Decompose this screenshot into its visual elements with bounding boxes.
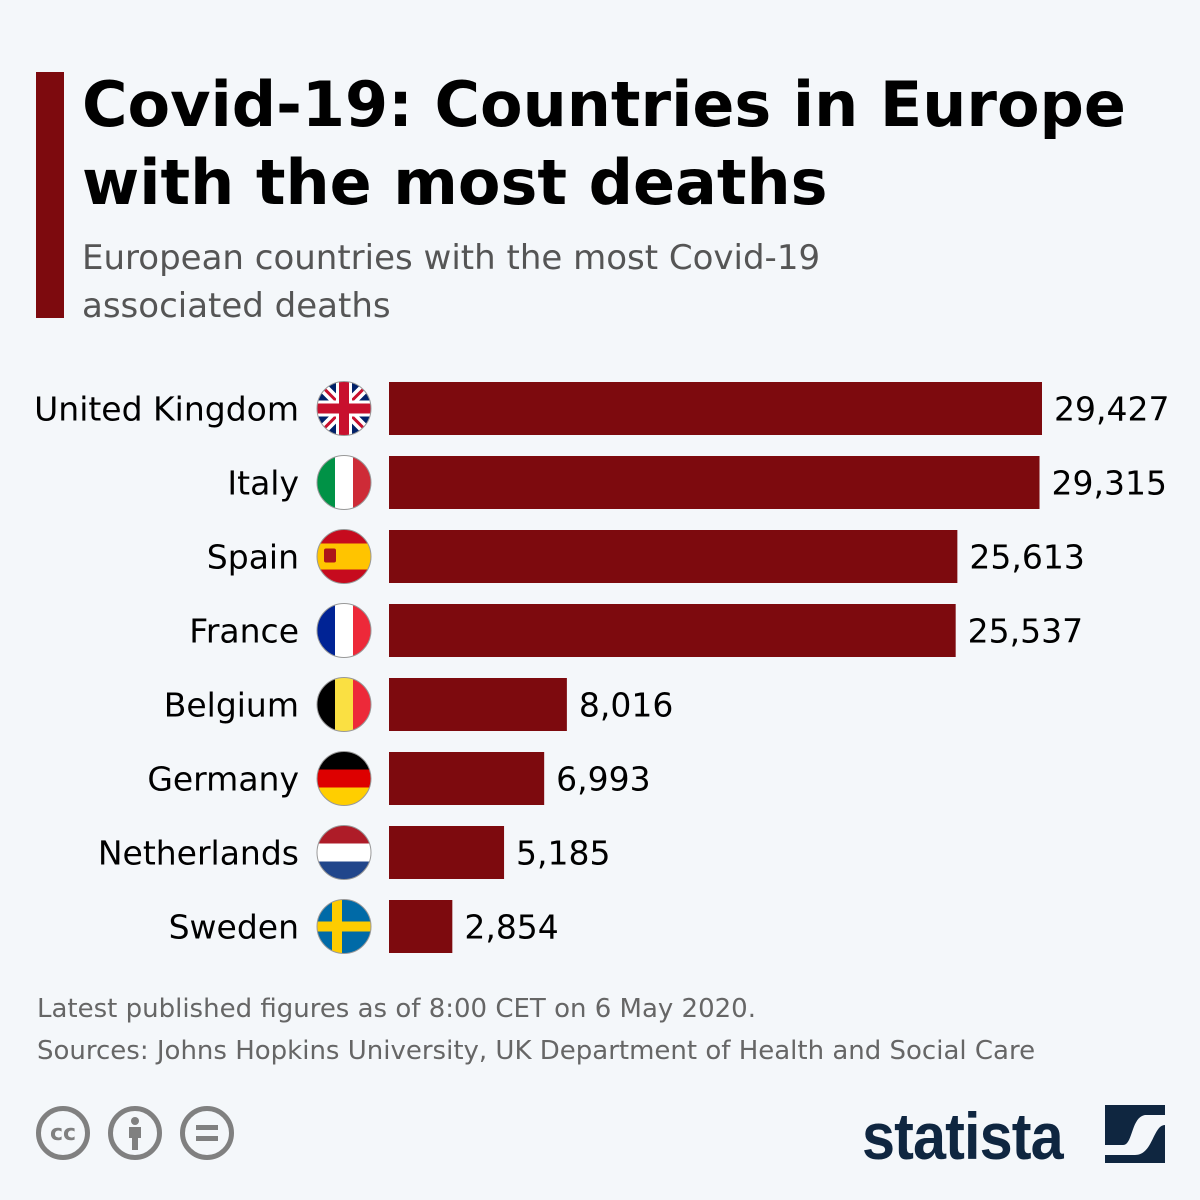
value-label: 6,993 [556,760,650,799]
bar [389,604,956,657]
sweden-flag-icon [316,899,372,954]
bar [389,752,545,805]
bar [389,382,1042,435]
category-label: United Kingdom [34,390,299,429]
statista-logo-icon [1105,1105,1165,1163]
category-label: France [189,612,299,651]
category-label: Sweden [169,908,299,947]
value-label: 2,854 [464,908,558,947]
category-label: Spain [207,538,299,577]
germany-flag-icon [316,751,372,806]
sources: Sources: Johns Hopkins University, UK De… [37,1036,1036,1066]
netherlands-flag-icon [316,825,372,880]
value-label: 29,315 [1052,464,1167,503]
category-label: Germany [147,760,299,799]
attribution-icon [108,1106,162,1160]
creative-commons-icon: cc [36,1106,90,1160]
category-label: Netherlands [98,834,299,873]
bar-chart: United Kingdom 29,427 Italy 29,315 Spain 25,6… [34,381,1169,954]
value-label: 8,016 [579,686,673,725]
value-label: 5,185 [516,834,610,873]
chart-subtitle: European countries with the most Covid-1… [82,238,821,326]
bar [389,456,1040,509]
bar [389,826,505,879]
belgium-flag-icon [316,677,372,732]
value-label: 25,537 [968,612,1083,651]
value-label: 25,613 [969,538,1084,577]
bar [389,900,453,953]
spain-flag-icon [316,529,372,584]
statista-logo[interactable]: statista [862,1099,1064,1173]
uk-flag-icon [316,381,372,436]
cc-text: cc [49,1120,77,1146]
category-label: Italy [227,464,299,503]
france-flag-icon [316,603,372,658]
title-accent-bar [36,72,64,318]
footnote: Latest published figures as of 8:00 CET … [37,994,756,1024]
value-label: 29,427 [1054,390,1169,429]
italy-flag-icon [316,455,372,510]
bar [389,678,567,731]
no-derivatives-icon [180,1106,234,1160]
bar [389,530,958,583]
category-label: Belgium [164,686,299,725]
chart-title: Covid-19: Countries in Europe with the m… [82,68,1126,219]
